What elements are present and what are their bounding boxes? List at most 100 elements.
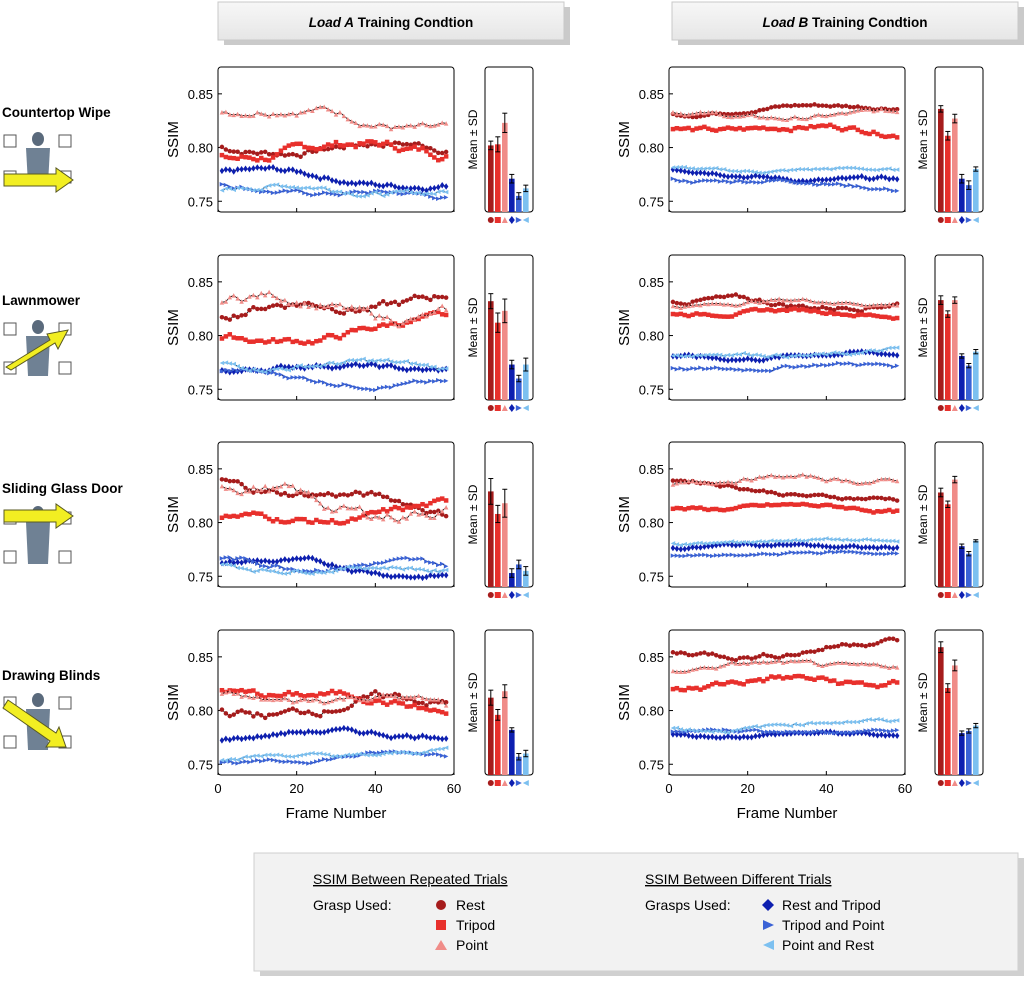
load-b-drawing-blinds-line-point-point [737, 661, 743, 666]
load-b-sliding-glass-door-line-point-point [792, 474, 798, 479]
load-a-sliding-glass-door-line-tripod-and-point-point [266, 565, 272, 570]
load-a-countertop-wipe-line-tripod-point [259, 155, 264, 161]
load-b-sliding-glass-door-line-tripod-point [859, 507, 864, 513]
load-b-countertop-wipe-line-rest-point [804, 103, 809, 108]
load-a-lawnmower-line-rest-point [239, 313, 244, 318]
load-b-countertop-wipe-line-point-and-rest-point [737, 169, 743, 174]
load-b-lawnmower-line-point-and-rest-point [753, 352, 758, 357]
load-b-lawnmower-line-rest-and-tripod-point [713, 354, 719, 362]
load-a-drawing-blinds-line-point-point [396, 696, 402, 702]
load-a-drawing-blinds-line-rest-and-tripod-point [353, 728, 358, 735]
load-a-drawing-blinds-line-point-point [420, 695, 425, 701]
load-b-countertop-wipe-line-tripod-and-point-point [674, 178, 680, 183]
load-b-sliding-glass-door-line-tripod-point [788, 501, 794, 507]
legend-right-label: Grasps Used: [645, 897, 731, 913]
load-b-lawnmower-line-tripod-point [776, 308, 782, 313]
load-b-sliding-glass-door-line-tripod-point [721, 507, 727, 513]
load-b-sliding-glass-door-line-rest-point [824, 493, 829, 499]
load-a-countertop-wipe-line-tripod-point [384, 139, 390, 145]
load-a-drawing-blinds-line-point-and-rest-point [282, 754, 288, 759]
load-b-sliding-glass-door-line-point-point [824, 478, 829, 484]
load-b-countertop-wipe-line-rest-and-tripod-point [855, 173, 861, 181]
load-b-sliding-glass-door-line-rest-point [753, 488, 758, 494]
load-a-drawing-blinds-line-point-and-rest-point [306, 751, 311, 757]
load-b-lawnmower-line-point-point [769, 297, 774, 302]
load-a-sliding-glass-door-line-point-point [270, 485, 276, 490]
load-b-sliding-glass-door-line-point-and-rest-point [780, 538, 786, 544]
load-b-countertop-wipe-line-tripod-and-point-point [769, 178, 774, 183]
load-b-sliding-glass-door-line-tripod-point [887, 507, 892, 513]
load-a-sliding-glass-door-line-tripod-and-point-point [306, 569, 311, 574]
load-a-sliding-glass-door-line-point-and-rest-point [325, 569, 331, 574]
load-b-lawnmower-line-point-point [828, 300, 833, 306]
load-b-drawing-blinds-line-tripod-and-point-point [831, 730, 837, 736]
load-a-drawing-blinds-line-point-point [388, 693, 394, 698]
load-b-lawnmower-line-tripod-point [816, 309, 821, 315]
load-a-sliding-glass-door-line-rest-and-tripod-point [329, 561, 335, 568]
load-b-countertop-wipe-bar-bar-rest-and-tripod [959, 178, 965, 212]
load-b-drawing-blinds-line-series-point-and-rest [670, 716, 900, 736]
load-a-lawnmower-line-tripod-and-point-point [310, 378, 315, 384]
load-b-countertop-wipe-line-point-and-rest-point [729, 168, 735, 174]
load-b-countertop-wipe-line-rest-and-tripod-point [835, 174, 841, 182]
load-b-countertop-wipe-line-point-and-rest-point [867, 167, 872, 172]
load-b-drawing-blinds-line-tripod-and-point-point [871, 727, 876, 732]
load-b-sliding-glass-door-line-point-point [741, 476, 746, 481]
load-a-drawing-blinds-line-point-and-rest-point [384, 750, 390, 756]
load-b-lawnmower-line-rest-point [788, 303, 794, 308]
load-b-drawing-blinds-line-point-and-rest-point [745, 725, 750, 730]
load-a-sliding-glass-door-line-point-point [432, 515, 437, 521]
load-a-countertop-wipe-line-tripod-and-point-point [404, 190, 410, 196]
load-b-lawnmower-line-point-and-rest-point [816, 352, 821, 357]
load-b-countertop-wipe-line-tripod-and-point-point [820, 181, 825, 186]
load-b-lawnmower-line-tripod-and-point-point [859, 362, 864, 368]
load-b-countertop-wipe-line-rest-and-tripod-point [824, 176, 829, 183]
load-a-countertop-wipe-line-point-and-rest-point [424, 191, 429, 196]
load-a-sliding-glass-door-line-tripod-point [231, 513, 236, 519]
load-b-drawing-blinds-line-rest-and-tripod-point [729, 733, 735, 741]
load-b-countertop-wipe-line-rest-and-tripod-point [694, 169, 699, 177]
load-a-sliding-glass-door-line-tripod-and-point-point [353, 563, 358, 568]
load-b-countertop-wipe-line-tripod-and-point-point [702, 178, 707, 183]
load-b-lawnmower-line-point-point [824, 300, 829, 305]
load-b-sliding-glass-door-line-point-point [757, 474, 762, 480]
load-a-lawnmower-line-tripod-and-point-point [420, 379, 425, 384]
load-a-lawnmower-line-rest-point [337, 310, 343, 316]
load-a-sliding-glass-door-line-rest-point [432, 509, 437, 515]
load-b-lawnmower-line-tripod-and-point-point [721, 366, 727, 372]
load-a-drawing-blinds-line-tripod-point [329, 688, 335, 694]
load-a-lawnmower-line-tripod-point [318, 338, 323, 343]
load-b-countertop-wipe-line-point-and-rest-point [757, 170, 762, 176]
load-a-drawing-blinds-line-rest-and-tripod-point [286, 728, 292, 736]
load-b-countertop-wipe-line-point-and-rest-point [745, 168, 750, 174]
load-a-drawing-blinds-line-rest-and-tripod-point [251, 735, 256, 742]
load-b-countertop-wipe-line-point-and-rest-point [721, 167, 727, 172]
load-b-countertop-wipe-line-point-point [690, 111, 695, 116]
load-b-drawing-blinds-line-point-point [674, 669, 680, 674]
load-b-sliding-glass-door-line-tripod-point [706, 507, 711, 513]
load-b-lawnmower-line-point-point [816, 299, 821, 305]
load-b-lawnmower-line-tripod-and-point-point [831, 361, 837, 367]
load-a-drawing-blinds-line-rest-point [251, 714, 256, 719]
load-a-drawing-blinds-line-tripod-point [420, 705, 425, 711]
load-a-sliding-glass-door-line-tripod-point [227, 514, 233, 519]
load-b-sliding-glass-door-line-rest-point [890, 497, 896, 502]
load-a-sliding-glass-door-line-point-and-rest-point [302, 570, 307, 576]
panel-load-b-lawnmower-bar: Mean ± SD [916, 254, 984, 412]
load-a-countertop-wipe-line-point-point [388, 126, 394, 132]
load-b-drawing-blinds-line-tripod-point [883, 682, 888, 688]
load-a-drawing-blinds-line-tripod-and-point-point [377, 750, 382, 755]
load-a-countertop-wipe-line-point-point [341, 113, 347, 119]
load-a-sliding-glass-door-line-rest-and-tripod-point [420, 574, 425, 582]
load-a-countertop-wipe-line-point-point [400, 125, 406, 130]
load-a-sliding-glass-door-line-point-point [255, 488, 260, 493]
load-b-lawnmower-line-tripod-and-point-point [674, 366, 680, 372]
load-b-countertop-wipe-line-point-point [725, 114, 731, 120]
load-b-drawing-blinds-line-ytick-label: 0.85 [639, 650, 664, 665]
load-a-sliding-glass-door-line-rest-point [384, 494, 390, 500]
load-a-lawnmower-line-tripod-and-point-point [321, 380, 327, 385]
load-b-sliding-glass-door-line-point-point [725, 479, 731, 484]
load-a-countertop-wipe-bar-category-marker-tripod-and-point [515, 217, 522, 223]
load-a-lawnmower-line-point-point [219, 300, 225, 305]
